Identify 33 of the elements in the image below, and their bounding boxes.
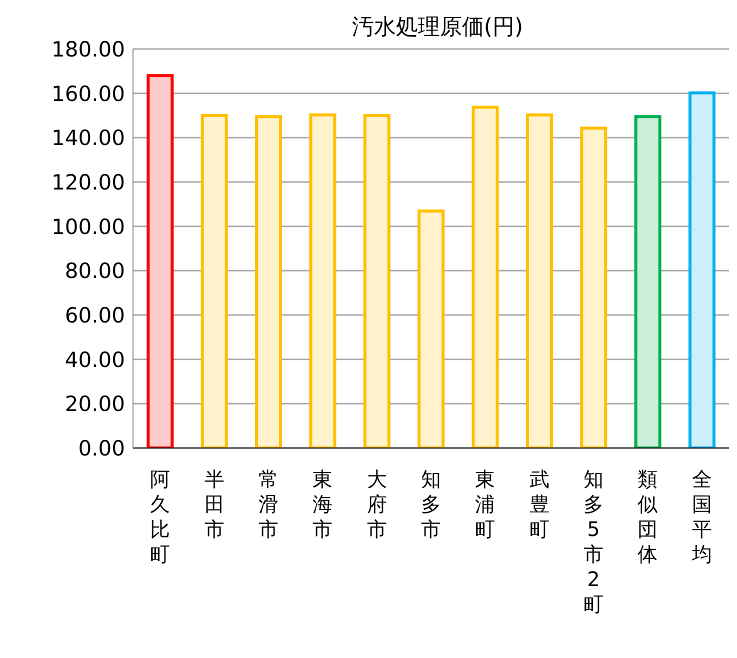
y-tick-label: 0.00: [78, 436, 125, 460]
y-tick-label: 160.00: [52, 82, 125, 106]
y-tick-label: 100.00: [52, 214, 125, 239]
y-tick-label: 180.00: [52, 37, 125, 62]
bar: [472, 106, 499, 448]
x-tick-label: 東海市: [312, 467, 333, 541]
x-tick-label: 大府市: [366, 467, 387, 541]
y-tick-label: 60.00: [64, 303, 125, 328]
bar: [146, 74, 174, 448]
y-tick-label: 120.00: [52, 170, 125, 194]
x-tick-label: 常滑市: [258, 467, 278, 541]
x-tick-label: 類似団体: [638, 467, 658, 566]
y-tick-label: 40.00: [64, 348, 125, 372]
x-tick-label: 半田市: [204, 467, 224, 541]
bar: [363, 114, 390, 448]
x-tick-label: 知多市: [421, 467, 441, 541]
bar: [688, 91, 716, 448]
y-tick-label: 20.00: [64, 392, 125, 416]
x-tick-label: 全国平均: [690, 467, 712, 566]
x-tick-label: 武豊町: [529, 467, 550, 541]
y-tick-label: 140.00: [52, 126, 125, 150]
bar: [200, 114, 228, 448]
bar: [634, 115, 662, 448]
bar: [580, 126, 608, 448]
chart-title: 汚水処理原価(円): [350, 14, 524, 42]
bar: [255, 115, 282, 448]
x-tick-label: 阿久比町: [150, 467, 170, 566]
x-tick-label: 東浦町: [475, 467, 496, 541]
bar: [526, 113, 553, 448]
bar: [418, 210, 445, 448]
bar: [309, 113, 336, 448]
x-tick-label: 知多5市2町: [584, 467, 604, 616]
y-tick-label: 80.00: [64, 259, 125, 284]
